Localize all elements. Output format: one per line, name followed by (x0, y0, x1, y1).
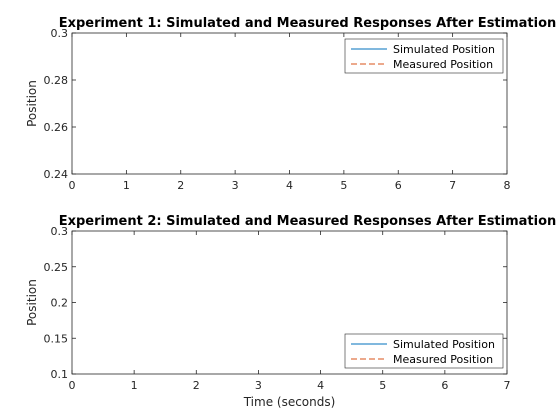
legend-entry: Measured Position (393, 58, 493, 71)
y-tick-label: 0.26 (44, 121, 69, 134)
y-axis-label: Position (25, 80, 39, 127)
x-tick-label: 7 (449, 179, 456, 192)
y-tick-label: 0.24 (44, 168, 69, 181)
x-tick-label: 0 (69, 379, 76, 392)
legend: Simulated Position Measured Position (344, 333, 504, 369)
legend-box (344, 333, 504, 369)
y-tick-label: 0.15 (44, 332, 69, 345)
y-axis-label: Position (25, 279, 39, 326)
x-tick-label: 6 (395, 179, 402, 192)
legend-entry: Simulated Position (393, 338, 495, 351)
legend-entry: Measured Position (393, 353, 493, 366)
x-tick-label: 2 (177, 179, 184, 192)
chart-title: Experiment 2: Simulated and Measured Res… (59, 214, 557, 229)
x-tick-label: 1 (131, 379, 138, 392)
x-tick-label: 6 (441, 379, 448, 392)
legend: Simulated Position Measured Position (344, 38, 504, 74)
legend-entry: Simulated Position (393, 43, 495, 56)
x-tick-label: 7 (504, 379, 511, 392)
x-axis-label: Time (seconds) (243, 395, 336, 409)
x-tick-label: 3 (255, 379, 262, 392)
x-tick-label: 4 (317, 379, 324, 392)
legend-box (344, 38, 504, 74)
x-tick-label: 0 (69, 179, 76, 192)
x-tick-label: 1 (123, 179, 130, 192)
y-tick-label: 0.1 (51, 368, 69, 381)
y-tick-label: 0.2 (51, 297, 69, 310)
x-tick-label: 8 (504, 179, 511, 192)
x-tick-label: 4 (286, 179, 293, 192)
y-tick-label: 0.28 (44, 74, 69, 87)
x-tick-label: 5 (340, 179, 347, 192)
y-tick-label: 0.3 (51, 225, 69, 238)
chart-2: Experiment 2: Simulated and Measured Res… (25, 214, 556, 409)
y-tick-label: 0.3 (51, 27, 69, 40)
y-tick-label: 0.25 (44, 261, 69, 274)
x-tick-label: 2 (193, 379, 200, 392)
chart-1: Experiment 1: Simulated and Measured Res… (25, 16, 556, 192)
chart-title: Experiment 1: Simulated and Measured Res… (59, 16, 557, 31)
x-tick-label: 3 (232, 179, 239, 192)
x-tick-label: 5 (379, 379, 386, 392)
